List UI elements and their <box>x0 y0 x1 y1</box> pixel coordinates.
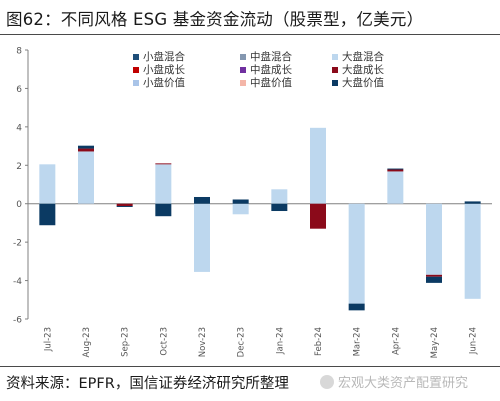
bar-segment <box>78 151 94 204</box>
x-tick-label: Nov-23 <box>198 327 208 357</box>
legend-swatch <box>240 80 246 86</box>
stacked-bar-chart: -6 -4 -2 0 2 4 6 8 Jul-23 Aug-23 Sep-23 Oct-23 Nov-2… <box>13 47 492 358</box>
x-tick-label: Jan-24 <box>275 327 285 355</box>
bar-segment <box>194 196 210 204</box>
x-tick-label: Apr-24 <box>391 327 401 355</box>
bar-segment <box>271 189 288 204</box>
bar-segment <box>387 169 404 172</box>
bar-segment <box>39 164 56 204</box>
bar-segment <box>310 203 326 229</box>
legend-label: 小盘价值 <box>143 76 185 89</box>
bar-segment <box>78 148 94 152</box>
title-rule <box>0 34 500 35</box>
bar-segment <box>232 199 249 204</box>
legend-swatch <box>240 54 246 60</box>
y-tick-label: 0 <box>16 200 22 210</box>
bar-segment <box>464 203 481 299</box>
x-tick-label: Sep-23 <box>121 327 131 357</box>
bar-segment <box>426 276 442 283</box>
legend-swatch <box>332 80 338 86</box>
bar-segment <box>464 201 481 204</box>
legend-label: 中盘混合 <box>250 50 292 63</box>
legend-swatch <box>133 80 139 86</box>
y-tick-label: 2 <box>16 162 22 172</box>
bar-segment <box>232 203 249 215</box>
bar-segment <box>194 203 210 272</box>
bar-segment <box>155 164 172 204</box>
y-tick-label: -6 <box>13 316 22 326</box>
legend-label: 中盘价值 <box>250 76 292 89</box>
source-note: 资料来源：EPFR，国信证券经济研究所整理 <box>6 376 289 392</box>
legend-label: 大盘成长 <box>342 63 384 76</box>
watermark: 宏观大类资产配置研究 <box>320 372 468 391</box>
x-tick-label: Mar-24 <box>353 327 363 356</box>
bar-segment <box>426 203 442 275</box>
legend-swatch <box>240 67 246 73</box>
source-rule <box>0 366 500 367</box>
bar-segment <box>271 203 288 212</box>
legend-swatch <box>332 54 338 60</box>
x-tick-label: May-24 <box>430 327 440 358</box>
watermark-text: 宏观大类资产配置研究 <box>338 376 469 391</box>
bar-segment <box>348 203 365 304</box>
y-tick-label: -2 <box>13 239 22 249</box>
bar-segment <box>310 127 326 204</box>
x-tick-label: Jul-23 <box>43 327 53 352</box>
bar-segment <box>387 171 404 204</box>
x-tick-label: Oct-23 <box>159 327 169 356</box>
x-tick-label: Dec-23 <box>237 327 247 357</box>
x-tick-label: Aug-23 <box>82 327 92 357</box>
bar-segment <box>155 163 172 165</box>
legend-label: 大盘混合 <box>342 50 384 63</box>
x-tick-label: Jun-24 <box>469 327 479 355</box>
legend-swatch <box>133 54 139 60</box>
y-tick-label: 6 <box>16 85 22 95</box>
y-tick-label: 4 <box>16 123 22 133</box>
y-tick-label: -4 <box>13 277 22 287</box>
legend-swatch <box>133 67 139 73</box>
legend-label: 中盘成长 <box>250 63 292 76</box>
bar-segment <box>348 303 365 311</box>
chart-title: 图62：不同风格 ESG 基金资金流动（股票型，亿美元） <box>6 10 424 29</box>
legend-label: 小盘成长 <box>143 63 185 76</box>
x-tick-label: Feb-24 <box>314 327 324 356</box>
bar-segment <box>39 203 56 226</box>
y-tick-label: 8 <box>16 47 22 57</box>
bar-segment <box>116 206 133 207</box>
legend-label: 大盘价值 <box>342 76 384 89</box>
bar-segment <box>426 274 442 277</box>
bar-segment <box>116 203 133 207</box>
legend-label: 小盘混合 <box>143 50 185 63</box>
legend-swatch <box>332 67 338 73</box>
bar-segment <box>155 203 172 217</box>
watermark-logo-icon <box>320 375 334 389</box>
bar-segment <box>387 168 404 170</box>
bar-segment <box>78 145 94 149</box>
